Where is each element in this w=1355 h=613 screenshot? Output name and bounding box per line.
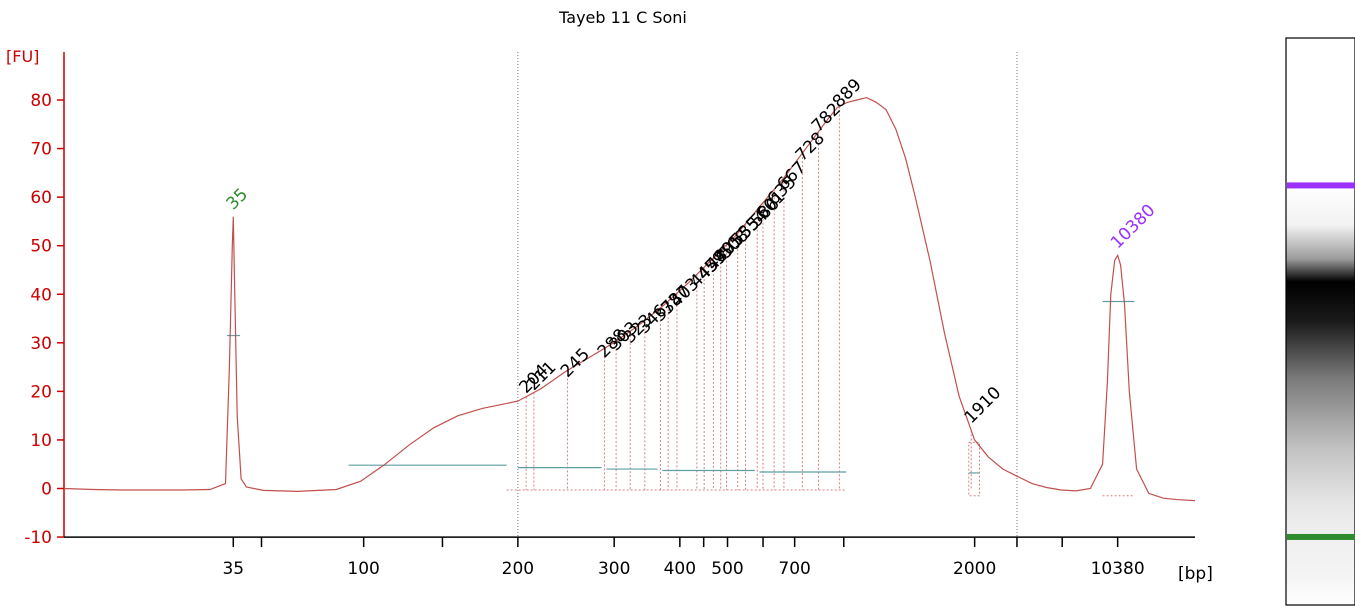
y-axis-label: [FU] (6, 47, 39, 66)
marks-layer (63, 96, 1196, 502)
y-tick-label: 0 (41, 480, 52, 500)
peak-label: 1910 (961, 383, 1006, 428)
y-tick-label: -10 (24, 528, 52, 548)
y-tick-label: 50 (30, 237, 52, 257)
y-tick-label: 10 (30, 431, 52, 451)
labels-layer: 3510380204211245288303323346373387403445… (223, 75, 1160, 428)
x-tick-label: 700 (778, 559, 810, 579)
gel-band (1287, 182, 1355, 189)
y-tick-label: 30 (30, 334, 52, 354)
peak-label: 245 (557, 345, 594, 382)
x-tick-label: 200 (502, 559, 534, 579)
y-tick-label: 40 (30, 285, 52, 305)
y-tick-label: 80 (30, 91, 52, 111)
gel-lane-box (1285, 37, 1355, 606)
y-tick-label: 60 (30, 188, 52, 208)
fragment-box (968, 441, 981, 497)
peak-label: 35 (223, 185, 252, 214)
gel-band (1287, 533, 1355, 540)
electropherogram-trace (63, 96, 1196, 502)
chart-title: Tayeb 11 C Soni (558, 8, 687, 27)
x-tick-label: 400 (664, 559, 696, 579)
gel-lane (1285, 37, 1355, 606)
x-tick-label: 2000 (953, 559, 996, 579)
y-tick-label: 20 (30, 382, 52, 402)
x-tick-label: 10380 (1091, 559, 1145, 579)
axes-layer: -10 0 10 20 30 40 50 60 70 80 35 100 200 300 400 500 700… (24, 52, 1195, 579)
x-tick-label: 300 (598, 559, 630, 579)
x-tick-label: 100 (347, 559, 379, 579)
y-tick-label: 70 (30, 140, 52, 160)
x-tick-label: 500 (711, 559, 743, 579)
x-tick-label: 35 (222, 559, 244, 579)
peak-label: 10380 (1107, 201, 1159, 253)
x-axis-label: [bp] (1178, 564, 1213, 584)
